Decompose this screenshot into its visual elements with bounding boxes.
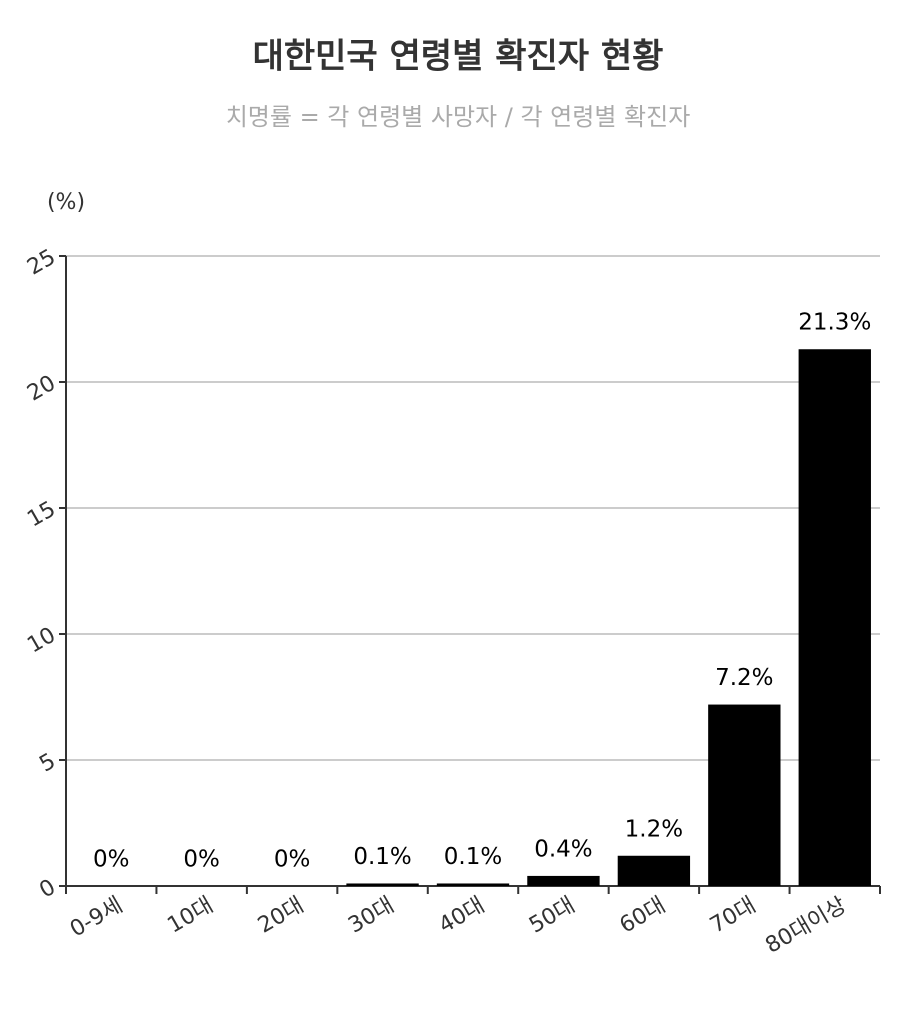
value-label: 0% — [93, 847, 130, 873]
y-tick-label: 15 — [23, 497, 60, 533]
x-tick-label: 30대 — [344, 893, 398, 939]
y-tick-label: 10 — [23, 623, 60, 659]
x-tick-label: 10대 — [163, 893, 217, 939]
x-tick-label: 40대 — [435, 893, 489, 939]
value-label: 0% — [274, 847, 311, 873]
bar — [617, 855, 691, 886]
y-tick-label: 25 — [23, 245, 60, 281]
x-tick-label: 20대 — [254, 893, 308, 939]
bar — [436, 883, 510, 886]
bar — [708, 704, 781, 886]
x-tick-label: 70대 — [706, 893, 760, 939]
y-tick-label: 20 — [23, 371, 60, 407]
value-label: 0.4% — [534, 836, 592, 862]
value-label: 7.2% — [715, 665, 773, 691]
value-label: 0% — [183, 847, 220, 873]
x-tick-label: 0-9세 — [66, 893, 127, 943]
x-tick-label: 50대 — [525, 893, 579, 939]
bar — [346, 883, 419, 886]
x-tick-label: 80대이상 — [761, 893, 850, 959]
y-axis-label: (%) — [47, 190, 85, 215]
value-label: 0.1% — [353, 844, 411, 870]
bar — [527, 875, 600, 886]
value-label: 0.1% — [444, 844, 502, 870]
x-tick-label: 60대 — [616, 893, 670, 939]
y-tick-label: 0 — [35, 875, 60, 904]
chart-subtitle: 치명률 = 각 연령별 사망자 / 각 연령별 확진자 — [226, 103, 691, 131]
value-label: 1.2% — [625, 816, 683, 842]
bar — [798, 349, 871, 886]
chart-title: 대한민국 연령별 확진자 현황 — [253, 37, 664, 77]
y-tick-label: 5 — [35, 749, 60, 778]
value-label: 21.3% — [798, 310, 871, 336]
